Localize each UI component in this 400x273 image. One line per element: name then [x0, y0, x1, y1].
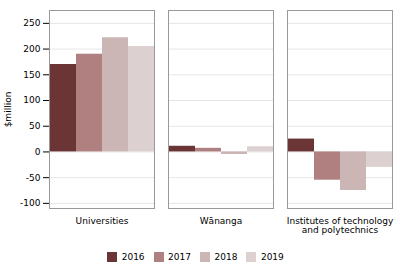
svg-text:250: 250 [23, 18, 40, 28]
html-text:2017: 2017 [168, 251, 191, 262]
svg-text:0: 0 [35, 147, 41, 157]
html-text:2016: 2016 [121, 251, 145, 262]
svg-text:200: 200 [23, 44, 40, 54]
svg-text:-50: -50 [26, 173, 41, 183]
svg-text:100: 100 [23, 95, 40, 105]
html-text:2019: 2019 [260, 251, 284, 262]
svg-text:Institutes of technologyand po: Institutes of technologyand polytechnics [287, 216, 394, 235]
svg-text:$million: $million [3, 92, 13, 128]
svg-text:50: 50 [29, 121, 41, 131]
html-text:2018: 2018 [214, 251, 238, 262]
svg-text:Wānanga: Wānanga [200, 216, 243, 226]
svg-text:150: 150 [23, 70, 40, 80]
svg-text:-100: -100 [20, 198, 41, 208]
svg-text:Universities: Universities [76, 216, 129, 226]
